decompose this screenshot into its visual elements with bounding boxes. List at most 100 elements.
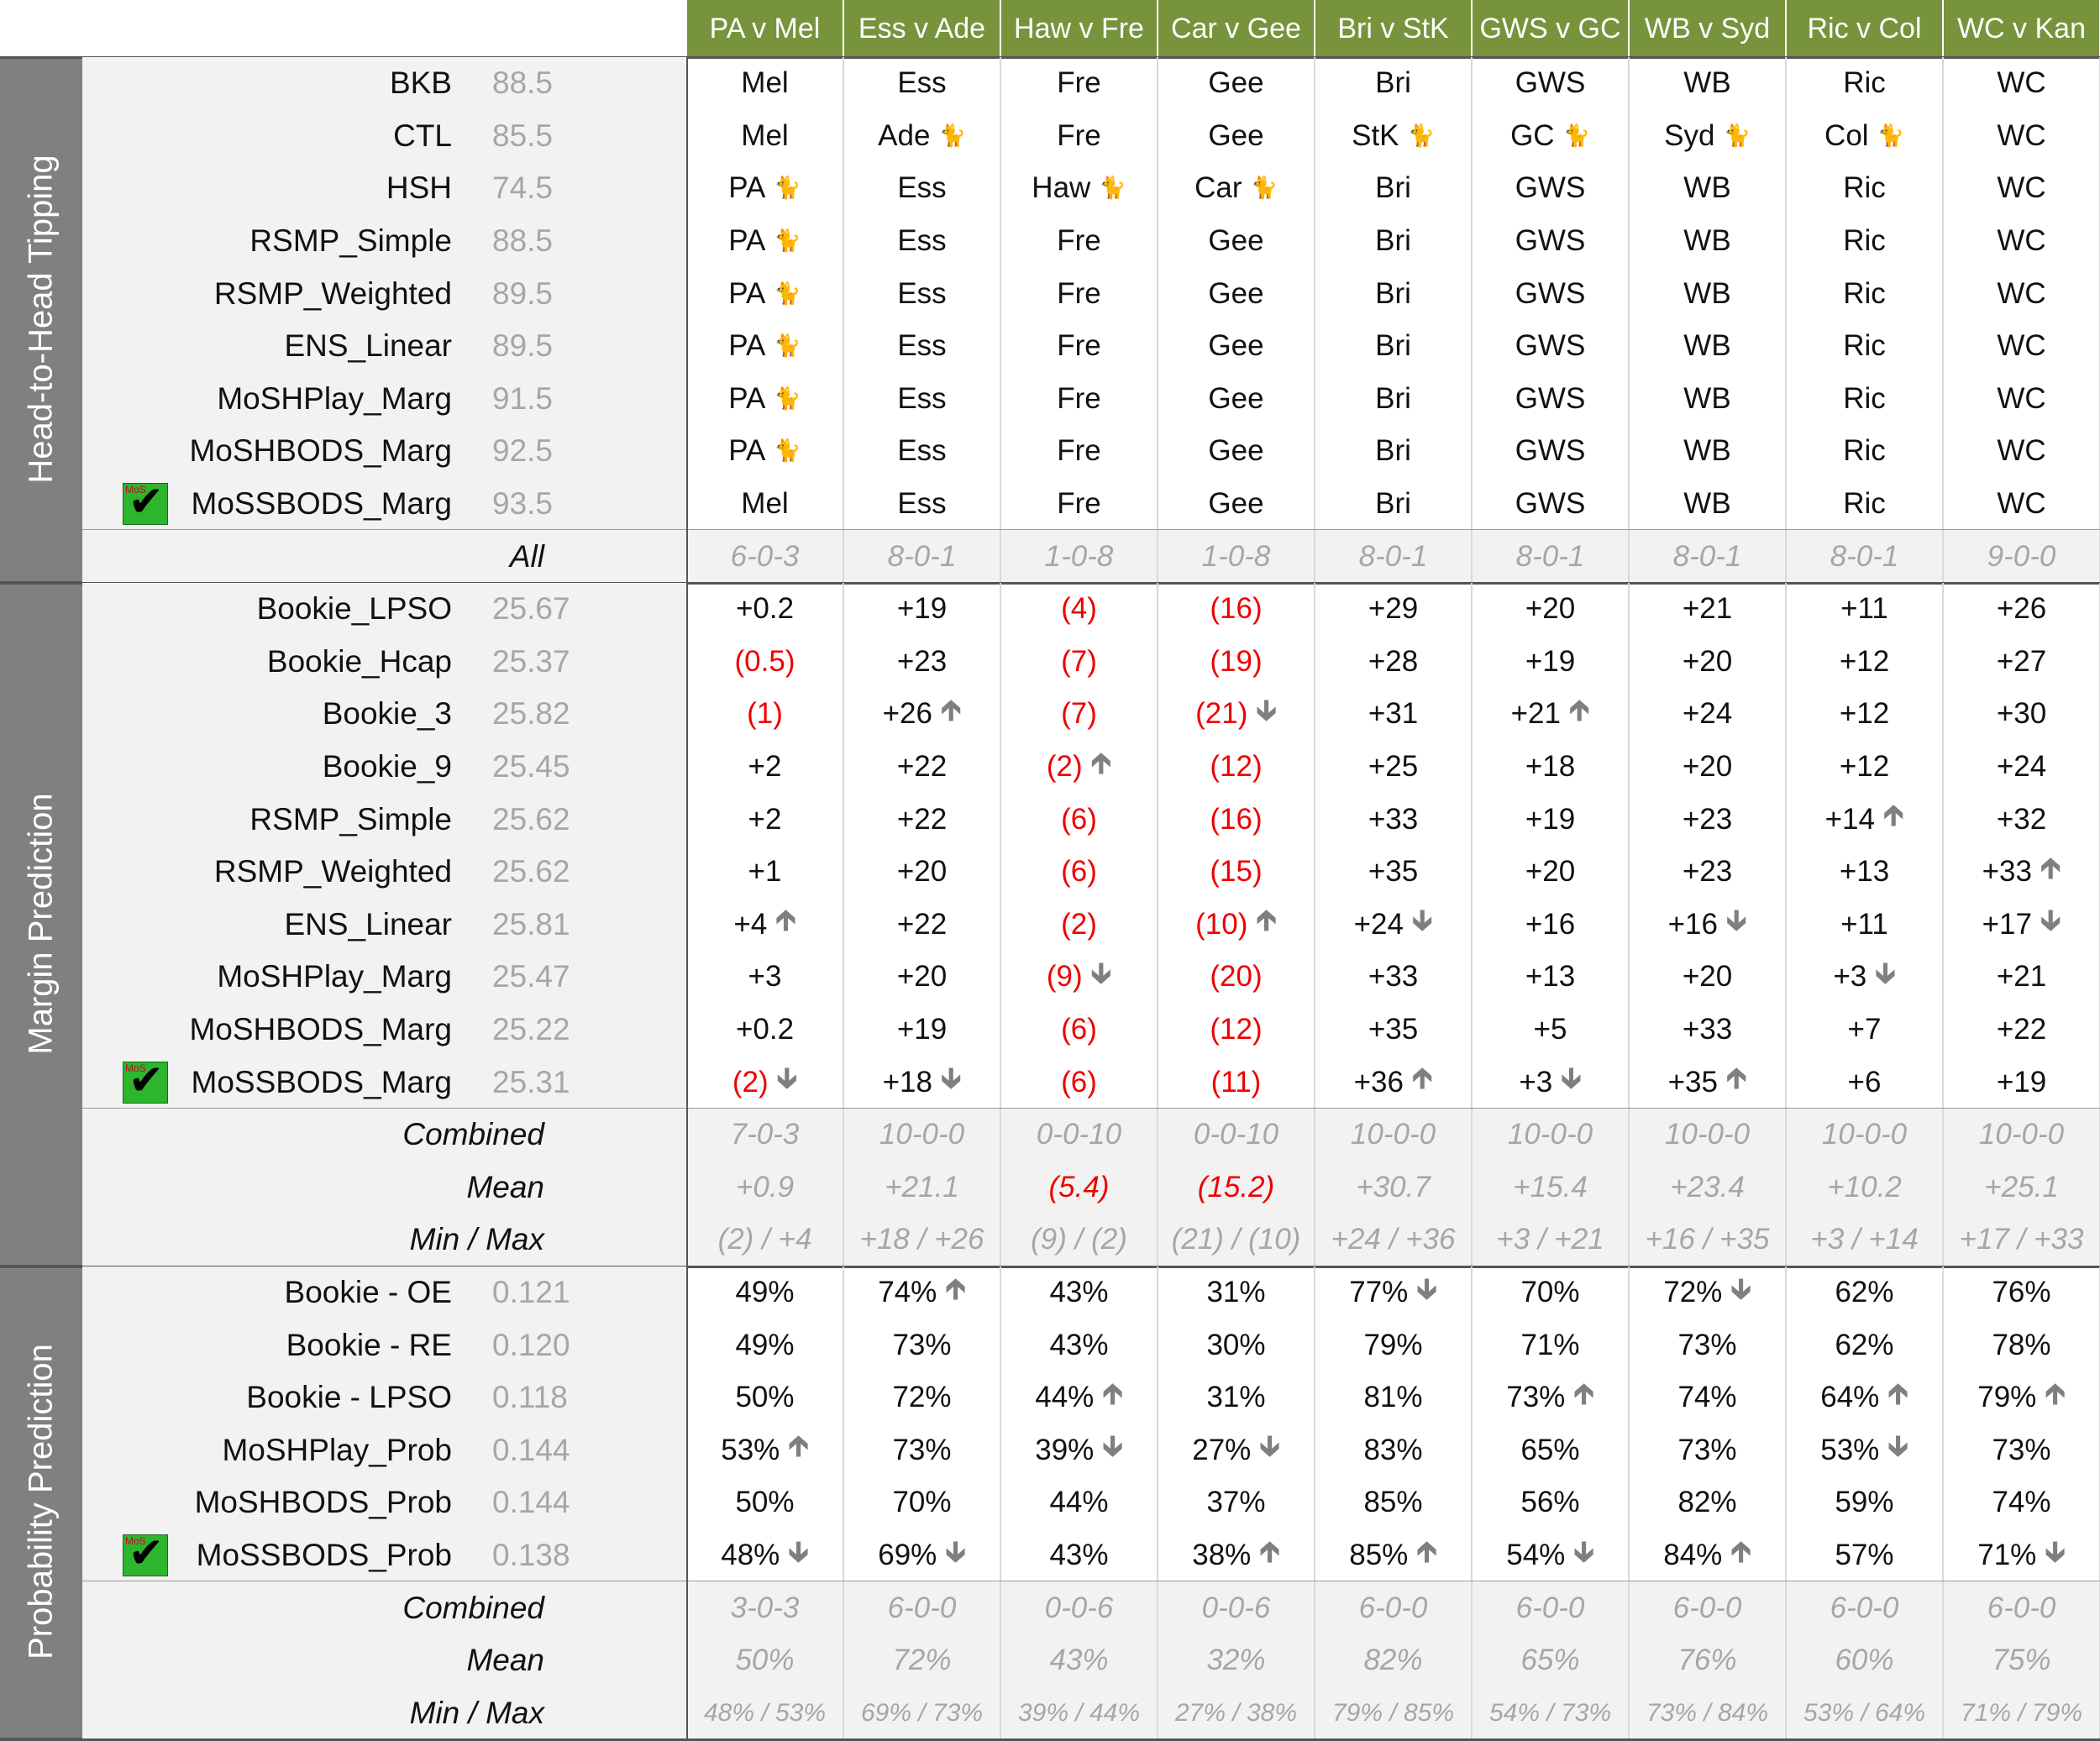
match-column-header: Car v Gee [1158, 0, 1315, 57]
summary-cell: 50% [687, 1634, 844, 1687]
summary-value: 10-0-0 [1978, 1118, 2065, 1151]
model-name: Bookie_Hcap [266, 643, 452, 679]
cell-value: +24 [1682, 697, 1733, 731]
summary-label-cell: Mean [82, 1634, 687, 1687]
table-cell: GWS [1473, 267, 1630, 320]
table-cell: (6) [1001, 1003, 1158, 1057]
table-cell: Ric [1787, 214, 1944, 268]
table-cell: (2) 🡳 [687, 1056, 844, 1109]
cell-value: 44% [1035, 1381, 1095, 1414]
cell-value: 48% [721, 1539, 780, 1572]
summary-cell: 71% / 79% [1944, 1686, 2100, 1740]
cell-value: PA [728, 276, 766, 310]
model-score: 92.5 [492, 433, 554, 469]
table-cell: Car 🐈 [1158, 162, 1315, 215]
table-cell: WC [1944, 372, 2100, 426]
cell-value: 69% [878, 1539, 937, 1572]
cell-value: (16) [1210, 592, 1263, 626]
cell-value: Ess [897, 171, 947, 205]
table-cell: GWS [1473, 214, 1630, 268]
model-label-cell: Bookie_3 25.82 [82, 688, 687, 741]
model-name: MoSHPlay_Prob [222, 1432, 452, 1467]
table-cell: +31 [1315, 688, 1473, 741]
table-cell: (6) [1001, 846, 1158, 899]
cell-value: +14 [1824, 802, 1875, 836]
cell-value: GWS [1515, 276, 1586, 310]
summary-cell: +3 / +21 [1473, 1214, 1630, 1266]
table-cell: 37% [1158, 1476, 1315, 1529]
table-cell: Ade 🐈 [844, 109, 1001, 163]
summary-value: 0-0-6 [1044, 1591, 1114, 1624]
table-cell: Mel [687, 477, 844, 531]
table-cell: 74% [1944, 1476, 2100, 1529]
table-cell: +22 [844, 898, 1001, 952]
model-name: BKB [389, 66, 452, 101]
summary-cell: 1-0-8 [1001, 530, 1158, 583]
table-cell: 76% [1944, 1266, 2100, 1319]
table-cell: Ric [1787, 425, 1944, 478]
cell-value: WB [1683, 434, 1731, 468]
summary-value: 48% / 53% [703, 1698, 827, 1727]
summary-cell: 6-0-0 [1630, 1581, 1787, 1634]
table-cell: +19 [1473, 793, 1630, 846]
table-cell: Gee [1158, 267, 1315, 320]
match-column-header: Ric v Col [1787, 0, 1944, 57]
table-cell: +17 🡳 [1944, 898, 2100, 952]
cell-value: WB [1683, 66, 1731, 100]
cell-value: WC [1997, 329, 2046, 363]
table-cell: (9) 🡳 [1001, 951, 1158, 1004]
model-label-cell: MoSHPlay_Marg 91.5 [82, 372, 687, 426]
summary-value: +21.1 [885, 1170, 959, 1203]
table-cell: Mel [687, 57, 844, 110]
table-cell: (11) [1158, 1056, 1315, 1109]
table-cell: GWS [1473, 425, 1630, 478]
table-cell: Ric [1787, 477, 1944, 531]
model-label-cell: ENS_Linear 25.81 [82, 898, 687, 952]
summary-cell: 43% [1001, 1634, 1158, 1687]
cell-value: +16 [1667, 907, 1718, 941]
cell-value: WB [1683, 381, 1731, 415]
cell-value: (2) [1046, 750, 1083, 784]
table-cell: WC [1944, 162, 2100, 215]
model-name: MoSHPlay_Marg [217, 959, 452, 994]
cell-value: WC [1997, 118, 2046, 152]
cell-value: +24 [1353, 907, 1404, 941]
model-score: 25.45 [492, 749, 570, 784]
model-name: Bookie_LPSO [256, 591, 452, 627]
summary-value: 69% / 73% [860, 1698, 984, 1727]
cat-icon: 🐈 [774, 438, 801, 464]
cell-value: +22 [896, 907, 948, 941]
match-column-header: WC v Kan [1944, 0, 2100, 57]
model-name: ENS_Linear [284, 328, 452, 364]
summary-cell: 8-0-1 [1473, 530, 1630, 583]
table-cell: WB [1630, 162, 1787, 215]
cell-value: +20 [1682, 960, 1733, 994]
cell-value: 56% [1520, 1486, 1580, 1519]
cell-value: +21 [1510, 697, 1561, 731]
cell-value: 65% [1520, 1433, 1580, 1466]
cell-value: 83% [1363, 1433, 1423, 1466]
cell-value: 53% [1820, 1433, 1880, 1466]
cell-value: +5 [1533, 1013, 1567, 1046]
cell-value: +31 [1368, 697, 1419, 731]
cell-value: GWS [1515, 329, 1586, 363]
summary-cell: +10.2 [1787, 1161, 1944, 1214]
table-cell: +33 [1315, 793, 1473, 846]
table-cell: +7 [1787, 1003, 1944, 1057]
summary-cell: +18 / +26 [844, 1214, 1001, 1266]
cat-icon: 🐈 [774, 176, 801, 202]
model-name: RSMP_Weighted [213, 275, 452, 311]
summary-cell: 7-0-3 [687, 1109, 844, 1162]
cat-icon: 🐈 [774, 281, 801, 307]
table-cell: 74% 🡱 [844, 1266, 1001, 1319]
cell-value: 31% [1206, 1381, 1266, 1414]
summary-cell: +17 / +33 [1944, 1214, 2100, 1266]
cell-value: 37% [1206, 1486, 1266, 1519]
cell-value: Gee [1208, 381, 1264, 415]
cell-value: Ess [897, 276, 947, 310]
table-cell: +11 [1787, 583, 1944, 636]
cell-value: 57% [1835, 1539, 1894, 1572]
table-cell: +33 [1315, 951, 1473, 1004]
table-cell: 38% 🡱 [1158, 1529, 1315, 1582]
